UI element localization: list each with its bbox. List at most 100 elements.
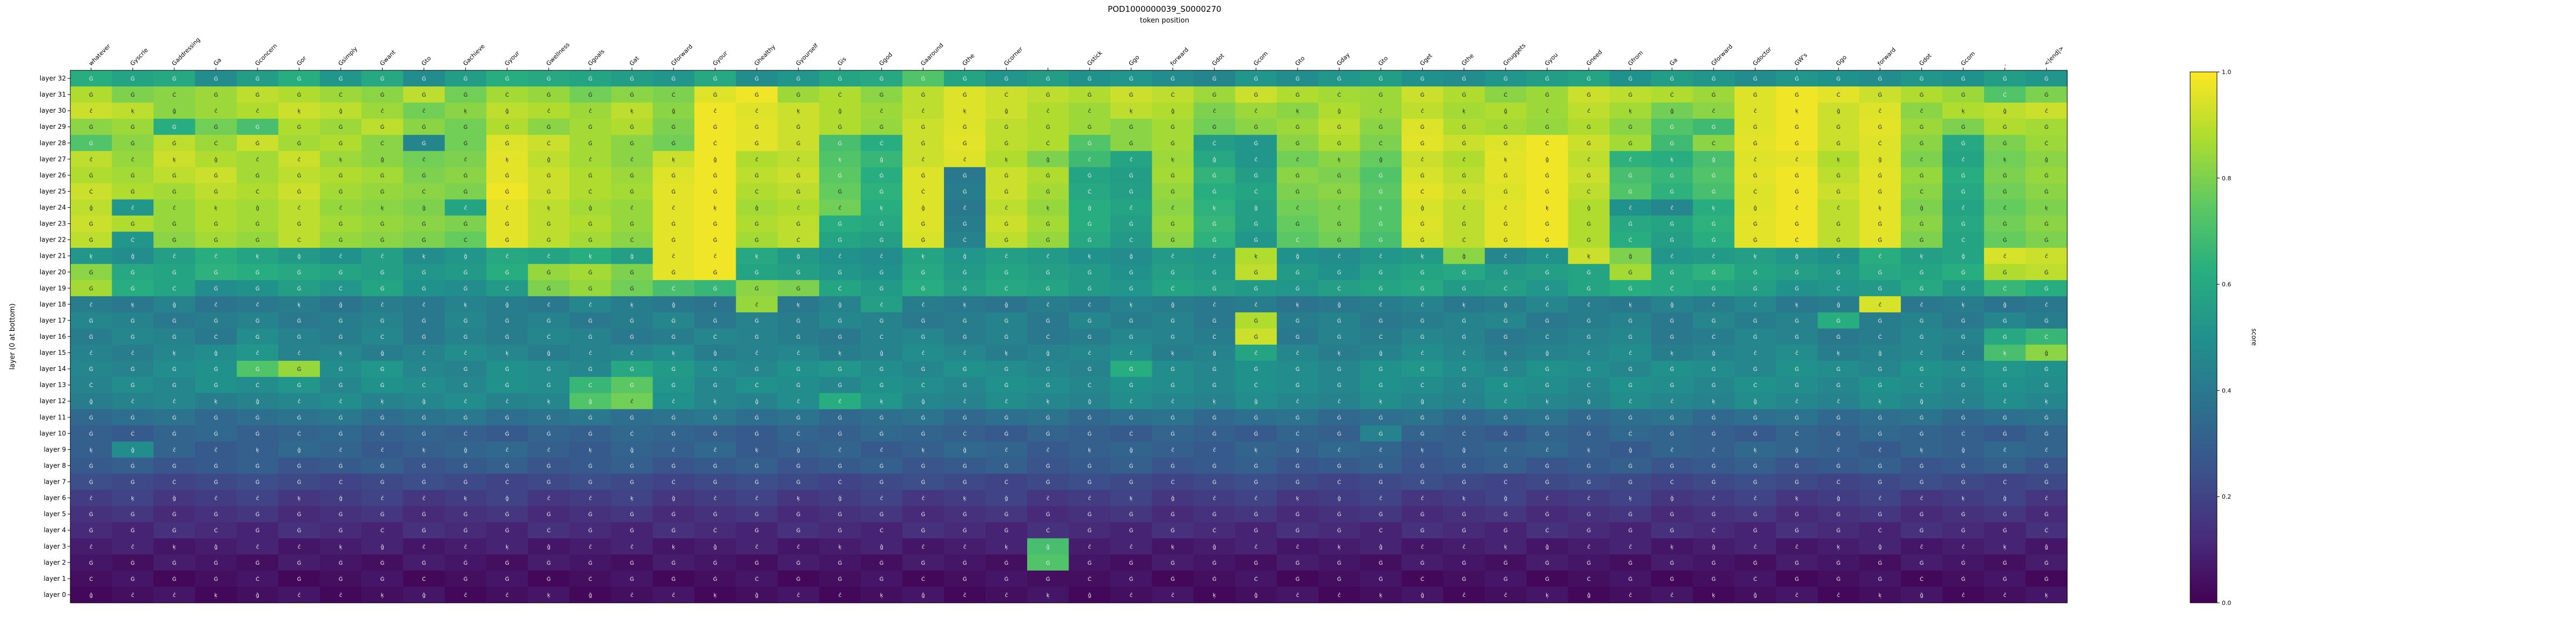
cell-glyph: Ġ	[1711, 317, 1716, 324]
cell-glyph: Ġ	[214, 188, 218, 195]
heatmap-cell	[1651, 215, 1693, 232]
cell-glyph: Ġ	[380, 237, 385, 244]
cell-glyph: Ġ	[89, 285, 93, 292]
cell-glyph: Ġ	[755, 430, 759, 437]
heatmap-cell	[1194, 296, 1236, 313]
heatmap-cell	[70, 215, 113, 232]
cell-glyph: Ġ	[2044, 123, 2048, 130]
cell-glyph: ĝ	[1421, 398, 1424, 405]
cell-glyph: Ċ	[547, 527, 551, 534]
cell-glyph: Ġ	[1212, 382, 1217, 389]
cell-glyph: ķ	[339, 544, 342, 550]
heatmap-cell	[819, 86, 861, 103]
cell-glyph: Ċ	[713, 140, 717, 147]
cell-glyph: Ġ	[422, 172, 426, 179]
heatmap-cell	[985, 183, 1028, 200]
cell-glyph: Ċ	[1212, 527, 1216, 534]
cell-glyph: ĝ	[1504, 302, 1507, 308]
cell-glyph: Ġ	[130, 333, 135, 340]
cell-glyph: Ġ	[1670, 333, 1674, 340]
cell-glyph: Ġ	[422, 366, 426, 373]
heatmap-cell	[1110, 280, 1153, 297]
cell-glyph: ķ	[1046, 399, 1050, 405]
cell-glyph: Ġ	[921, 123, 925, 130]
cell-glyph: ĉ	[963, 398, 967, 405]
cell-glyph: Ġ	[547, 75, 551, 82]
heatmap-cell	[112, 280, 154, 297]
cell-glyph: Ġ	[1545, 366, 1549, 373]
cell-glyph: Ġ	[1878, 414, 1882, 421]
cell-glyph: Ġ	[380, 511, 385, 518]
cell-glyph: Ġ	[1587, 559, 1591, 566]
heatmap-cell	[1900, 231, 1943, 249]
cell-glyph: Ġ	[1296, 172, 1300, 179]
cell-glyph: ĝ	[1296, 447, 1299, 453]
cell-glyph: Ċ	[2045, 140, 2048, 147]
cell-glyph: ĉ	[1587, 350, 1591, 356]
cell-glyph: Ġ	[1878, 462, 1882, 469]
heatmap-cell	[320, 231, 362, 249]
heatmap-cell	[1609, 119, 1652, 135]
cell-glyph: Ġ	[1212, 91, 1217, 98]
cell-glyph: ĉ	[381, 302, 384, 308]
heatmap-cell	[943, 167, 986, 184]
cell-glyph: ĉ	[755, 302, 758, 308]
heatmap-cell	[153, 247, 196, 265]
cell-glyph: Ġ	[1753, 430, 1758, 437]
cell-glyph: Ġ	[1046, 188, 1050, 195]
cell-glyph: ĝ	[1920, 205, 1923, 211]
heatmap-cell	[1651, 135, 1693, 151]
cell-glyph: Ġ	[1961, 414, 1965, 421]
heatmap-cell	[611, 280, 653, 297]
cell-glyph: Ċ	[1421, 382, 1424, 389]
cell-glyph: ĉ	[422, 495, 426, 502]
heatmap-cell	[777, 167, 819, 184]
heatmap-cell	[320, 215, 362, 232]
cell-glyph: ĝ	[506, 302, 509, 308]
cell-glyph: ķ	[464, 302, 467, 308]
heatmap-cell	[237, 151, 279, 167]
cell-glyph: ĉ	[1255, 350, 1258, 356]
heatmap-cell	[777, 264, 819, 281]
cell-glyph: ķ	[1587, 447, 1591, 453]
cell-glyph: Ċ	[1836, 91, 1840, 98]
cell-glyph: Ġ	[963, 317, 967, 324]
cell-glyph: Ġ	[838, 75, 842, 82]
x-tick-label: Gto	[1294, 55, 1306, 67]
cell-glyph: Ġ	[796, 221, 801, 228]
cell-glyph: Ġ	[464, 414, 468, 421]
cell-glyph: Ġ	[1004, 511, 1008, 518]
cell-glyph: ĉ	[298, 592, 301, 599]
heatmap-cell	[1900, 167, 1943, 184]
heatmap-cell	[1484, 183, 1527, 200]
heatmap-cell	[528, 119, 570, 135]
cell-glyph: ĉ	[797, 592, 800, 599]
cell-glyph: Ġ	[796, 123, 801, 130]
cell-glyph: Ġ	[464, 527, 468, 534]
cell-glyph: ķ	[1587, 254, 1591, 260]
cell-glyph: Ġ	[1087, 333, 1092, 340]
heatmap-cell	[528, 183, 570, 200]
cell-glyph: Ġ	[1878, 575, 1882, 582]
cell-glyph: Ġ	[2044, 462, 2048, 469]
cell-glyph: Ġ	[1587, 430, 1591, 437]
heatmap-cell	[1609, 135, 1652, 151]
y-tick-label: layer 25	[40, 187, 66, 195]
cell-glyph: Ġ	[671, 317, 676, 324]
y-tick-label: layer 30	[40, 107, 66, 114]
cell-glyph: ĝ	[1836, 108, 1840, 114]
cell-glyph: Ġ	[297, 269, 301, 276]
cell-glyph: Ċ	[1254, 188, 1258, 195]
cell-glyph: ĉ	[422, 302, 426, 308]
cell-glyph: ĉ	[1005, 447, 1008, 453]
cell-glyph: Ġ	[2003, 333, 2007, 340]
cell-glyph: Ġ	[921, 317, 925, 324]
cell-glyph: Ġ	[1961, 479, 1965, 486]
heatmap-cell	[653, 119, 695, 135]
cell-glyph: Ġ	[255, 527, 260, 534]
heatmap-cell	[444, 167, 487, 184]
cell-glyph: Ġ	[1628, 511, 1633, 518]
cell-glyph: ĝ	[1379, 156, 1382, 163]
cell-glyph: Ġ	[588, 462, 592, 469]
cell-glyph: Ċ	[1629, 237, 1633, 244]
